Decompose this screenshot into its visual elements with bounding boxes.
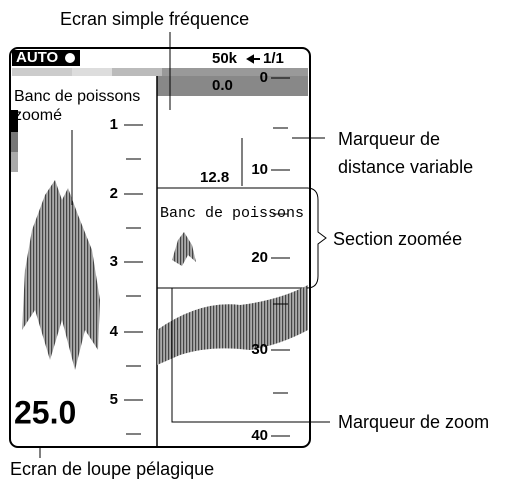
scale-label: 5 — [110, 391, 118, 408]
scale-label: 30 — [251, 341, 268, 358]
range-value: 12.8 — [200, 169, 229, 186]
callout: distance variable — [338, 157, 473, 177]
mode: AUTO — [16, 49, 59, 66]
callout: Ecran de loupe pélagique — [10, 459, 214, 479]
scale-label: 40 — [251, 427, 268, 444]
mode-icon — [65, 53, 75, 63]
mode-badge — [12, 50, 80, 66]
scale-label: 4 — [110, 323, 119, 340]
scale-label: 1 — [110, 116, 118, 133]
color-bar — [11, 152, 18, 172]
callout: Marqueur de zoom — [338, 412, 489, 432]
color-strip — [72, 68, 112, 76]
color-strip — [112, 68, 162, 76]
depth: 25.0 — [14, 394, 76, 430]
small-fish — [172, 232, 196, 266]
seabed — [157, 285, 308, 365]
zoom-marker — [171, 288, 330, 423]
frequency: 50k — [212, 50, 238, 67]
callout: Section zoomée — [333, 229, 462, 249]
arrow — [246, 54, 260, 64]
bracket — [306, 187, 327, 289]
scale-label: 3 — [110, 253, 118, 270]
callout: Marqueur de — [338, 129, 440, 149]
callout: Ecran simple fréquence — [60, 9, 249, 29]
scale-label: 10 — [251, 161, 268, 178]
offset: 0.0 — [212, 77, 233, 94]
scale-label: 2 — [110, 185, 118, 202]
color-bar — [11, 110, 18, 132]
top-band — [157, 76, 308, 96]
left-label: Banc de poissons — [14, 88, 140, 105]
scale-label: 0 — [260, 69, 268, 86]
color-strip — [12, 68, 72, 76]
left-label: zoomé — [14, 107, 62, 124]
page: 1/1 — [263, 50, 284, 67]
fish-school — [22, 180, 100, 370]
zoom-label: Banc de poissons — [160, 205, 304, 222]
color-bar — [11, 132, 18, 152]
scale-label: 20 — [251, 249, 268, 266]
color-strip — [162, 68, 308, 76]
